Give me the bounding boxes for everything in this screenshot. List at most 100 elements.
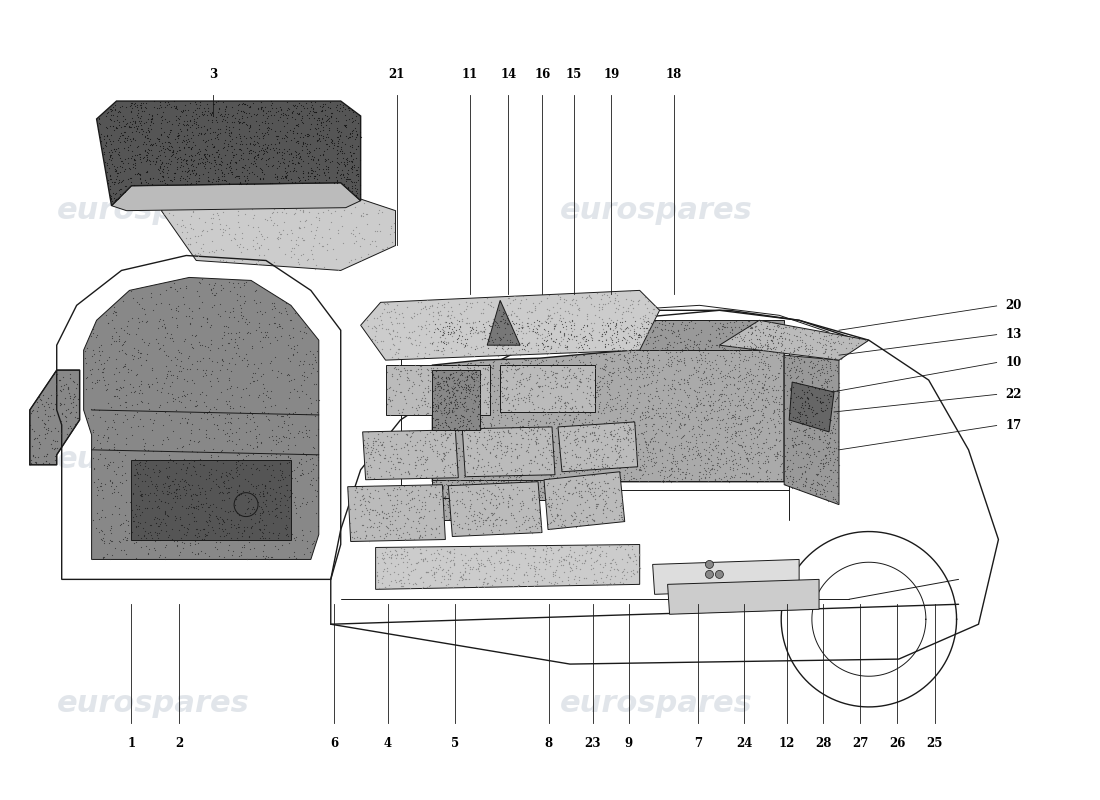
Point [228,506,245,519]
Point [666,335,683,348]
Point [279,530,297,542]
Point [278,514,296,526]
Point [255,167,273,180]
Point [585,390,603,403]
Point [684,440,702,453]
Point [817,374,835,387]
Point [728,341,746,354]
Point [133,506,151,518]
Point [165,475,183,488]
Point [114,517,132,530]
Point [573,400,591,413]
Point [131,454,149,466]
Point [486,482,504,494]
Point [558,396,575,409]
Point [826,422,844,435]
Point [258,486,276,498]
Point [337,158,354,171]
Point [516,547,534,560]
Point [636,290,653,303]
Point [556,450,573,462]
Point [361,495,378,508]
Point [827,495,845,508]
Point [263,495,280,508]
Point [466,321,484,334]
Point [506,360,524,373]
Point [211,486,229,498]
Point [490,299,507,312]
Point [483,492,500,505]
Point [196,485,213,498]
Point [290,390,308,403]
Point [449,494,466,506]
Point [443,476,461,489]
Point [618,566,636,578]
Point [497,347,515,360]
Point [381,310,398,323]
Point [158,130,176,143]
Point [460,456,477,469]
Point [202,318,220,331]
Point [146,501,164,514]
Point [338,151,355,164]
Point [803,388,821,401]
Point [296,354,314,367]
Point [637,418,654,430]
Point [293,469,310,482]
Point [329,114,346,127]
Point [464,461,482,474]
Point [522,486,540,499]
Point [527,413,544,426]
Point [610,444,628,457]
Point [210,550,228,562]
Point [156,553,174,566]
Point [497,466,515,478]
Point [557,430,574,443]
Point [153,475,170,488]
Point [468,487,485,500]
Point [403,429,420,442]
Point [178,178,196,190]
Point [790,413,807,426]
Point [673,455,691,468]
Point [534,442,551,454]
Point [261,143,278,156]
Point [209,130,227,143]
Point [497,455,515,468]
Point [212,354,230,366]
Point [744,395,761,408]
Polygon shape [386,365,491,415]
Point [436,405,453,418]
Point [829,434,847,447]
Point [510,371,528,384]
Point [170,475,188,488]
Point [221,467,239,480]
Point [521,459,539,472]
Point [482,418,499,431]
Point [319,162,337,175]
Point [644,418,661,430]
Point [267,438,285,450]
Point [180,310,198,322]
Point [177,475,195,488]
Point [418,406,436,419]
Point [185,106,202,118]
Point [729,446,747,459]
Point [258,413,276,426]
Point [217,344,234,357]
Point [426,492,443,505]
Point [758,463,776,476]
Point [338,158,355,170]
Point [251,304,268,317]
Point [502,405,519,418]
Point [114,129,132,142]
Point [306,170,323,182]
Point [507,520,525,533]
Point [223,401,241,414]
Point [481,430,498,442]
Point [407,402,425,414]
Point [559,343,576,356]
Point [505,546,522,558]
Point [828,400,846,413]
Point [607,445,625,458]
